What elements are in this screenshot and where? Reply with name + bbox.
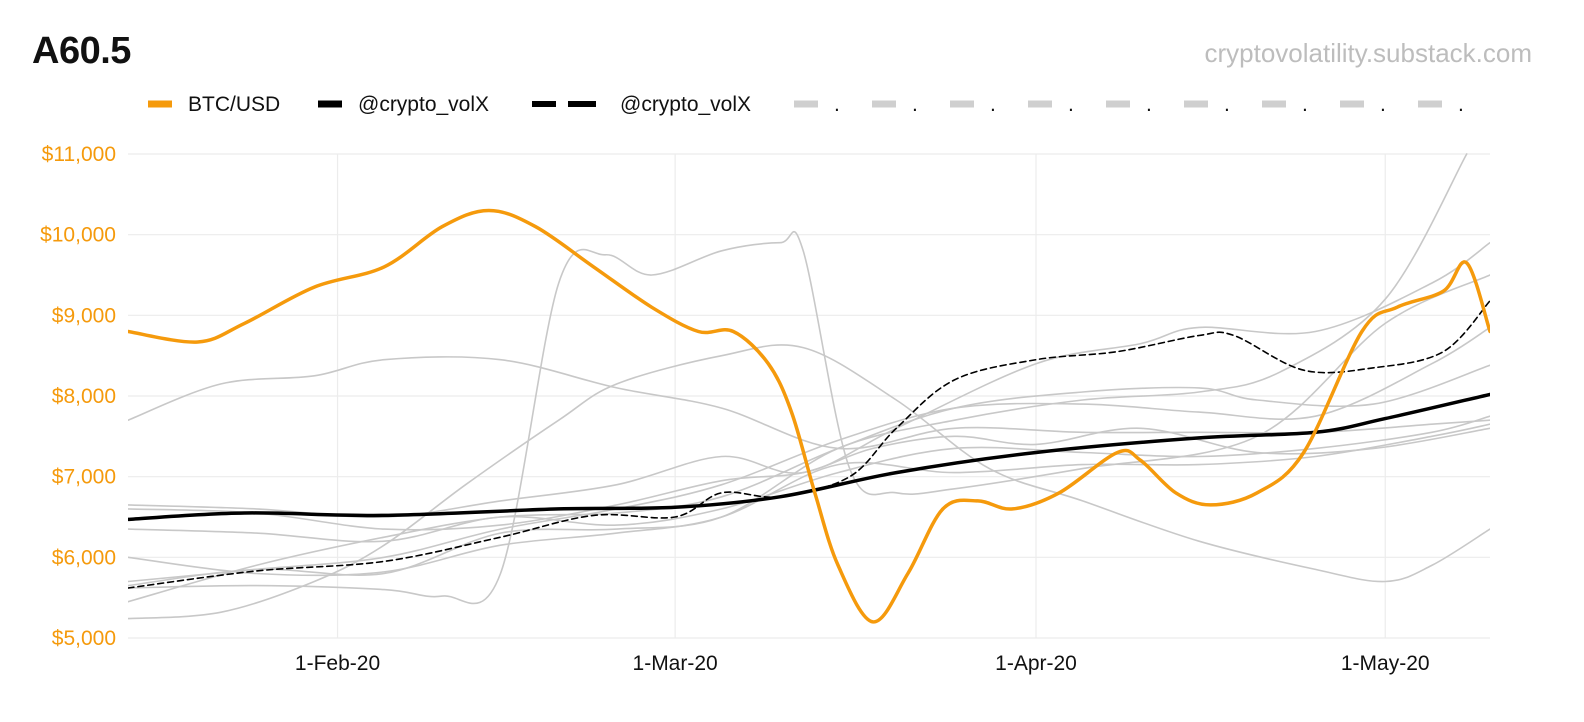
x-tick-label: 1-May-20	[1341, 652, 1430, 675]
x-tick-label: 1-Mar-20	[633, 652, 718, 675]
legend-item: BTC/USD	[148, 93, 280, 116]
legend-label: .	[1068, 93, 1074, 116]
legend-item: .	[1184, 93, 1230, 116]
legend-item: .	[1106, 93, 1152, 116]
series-line-grey-9	[128, 423, 1490, 577]
x-tick-label: 1-Apr-20	[995, 652, 1077, 675]
legend-item: .	[872, 93, 918, 116]
series-line-solid-black	[128, 392, 1490, 522]
legend-label: .	[1146, 93, 1152, 116]
series-line-grey-4	[128, 230, 1490, 605]
legend-label: .	[834, 93, 840, 116]
y-tick-label: $5,000	[52, 627, 116, 650]
series-line-grey-6	[128, 344, 1490, 620]
y-tick-label: $11,000	[42, 143, 116, 166]
series-line-grey-12	[128, 153, 1468, 587]
legend-label: .	[1302, 93, 1308, 116]
legend-label: .	[1380, 93, 1386, 116]
series-line-grey-8	[128, 415, 1490, 543]
legend-item: .	[1418, 93, 1464, 116]
y-tick-label: $8,000	[52, 385, 116, 408]
series-line-dashed-black	[128, 300, 1490, 589]
y-tick-label: $9,000	[52, 304, 116, 327]
series-line-btc-usd	[128, 208, 1490, 624]
legend-label: @crypto_volX	[620, 93, 751, 116]
legend-label: @crypto_volX	[358, 93, 489, 116]
x-tick-label: 1-Feb-20	[295, 652, 380, 675]
series-line-grey-10	[128, 326, 1490, 583]
legend-label: .	[912, 93, 918, 116]
legend-item: .	[794, 93, 840, 116]
legend-item: @crypto_volX	[318, 93, 489, 116]
y-tick-label: $10,000	[40, 224, 116, 247]
chart-title: A60.5	[32, 30, 131, 72]
y-tick-label: $7,000	[52, 466, 116, 489]
y-tick-label: $6,000	[52, 546, 116, 569]
legend-item: @crypto_volX	[532, 93, 751, 116]
legend-item: .	[950, 93, 996, 116]
series-lines	[128, 153, 1490, 624]
legend-item: .	[1028, 93, 1074, 116]
source-label: cryptovolatility.substack.com	[1204, 38, 1532, 68]
legend-label: .	[990, 93, 996, 116]
legend-label: .	[1224, 93, 1230, 116]
legend-item: .	[1340, 93, 1386, 116]
legend-label: BTC/USD	[188, 93, 280, 116]
legend-item: .	[1262, 93, 1308, 116]
y-axis: $5,000 $6,000 $7,000 $8,000 $9,000 $10,000 $11…	[40, 143, 116, 650]
x-axis: 1-Feb-20 1-Mar-20 1-Apr-20 1-May-20	[295, 652, 1430, 675]
legend-label: .	[1458, 93, 1464, 116]
legend: BTC/USD @crypto_volX @crypto_volX.........	[148, 93, 1464, 116]
